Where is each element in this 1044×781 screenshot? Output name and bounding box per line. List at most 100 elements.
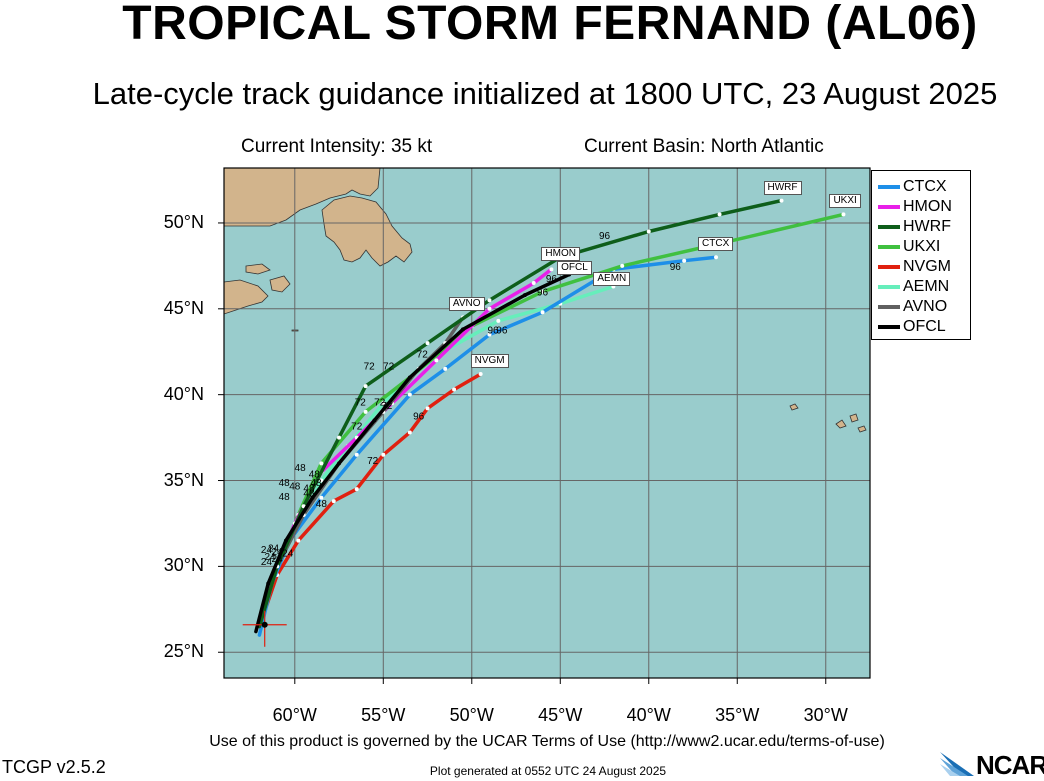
forecast-hour-label: 24	[261, 545, 273, 556]
forecast-hour-label: 48	[310, 478, 322, 489]
forecast-hour-label: 96	[537, 288, 549, 299]
forecast-hour-label: 96	[496, 325, 508, 336]
track-point-hwrf	[363, 384, 368, 389]
newfoundland-island	[321, 195, 413, 267]
lat-label: 50°N	[163, 211, 204, 232]
track-point-hwrf	[646, 229, 651, 234]
legend-item-nvgm: NVGM	[878, 257, 951, 277]
legend-label: OFCL	[903, 318, 946, 335]
lon-label: 50°W	[449, 705, 494, 725]
forecast-hour-label: 96	[487, 325, 499, 336]
track-point-ctcx	[407, 392, 412, 397]
forecast-hour-label: 96	[670, 262, 682, 273]
end-label-ctcx: CTCX	[698, 237, 734, 252]
lat-label: 25°N	[163, 641, 204, 662]
forecast-hour-label: 48	[289, 482, 301, 493]
model-legend: CTCX HMON HWRF UKXI NVGM AEMN AVNO OFCL	[871, 170, 971, 340]
track-point-ctcx	[682, 258, 687, 263]
legend-swatch	[878, 225, 900, 229]
lon-label: 40°W	[626, 705, 671, 725]
forecast-hour-label: 48	[295, 463, 307, 474]
legend-item-ctcx: CTCX	[878, 177, 947, 197]
forecast-hour-label: 48	[279, 478, 291, 489]
legend-item-ukxi: UKXI	[878, 237, 940, 257]
lat-label: 45°N	[163, 297, 204, 318]
cape-breton-island	[269, 275, 291, 293]
track-point-aemn	[381, 401, 386, 406]
forecast-hour-label: 96	[413, 411, 425, 422]
track-point-hmon	[549, 267, 554, 272]
end-label-ofcl: OFCL	[557, 261, 592, 276]
forecast-hour-label: 72	[374, 398, 386, 409]
track-point-nvgm	[296, 538, 301, 543]
end-label-nvgm: NVGM	[470, 354, 509, 369]
end-label-ukxi: UKXI	[829, 194, 861, 209]
forecast-hour-label: 24	[261, 557, 273, 568]
track-point-ctcx	[354, 452, 359, 457]
track-point-hwrf	[337, 435, 342, 440]
forecast-hour-label: 72	[381, 401, 393, 412]
forecast-hour-label: 72	[355, 398, 367, 409]
storm-center-marker	[242, 610, 287, 647]
version-label: TCGP v2.5.2	[2, 757, 106, 777]
track-point-ukxi	[363, 409, 368, 414]
track-point-aemn	[319, 478, 324, 483]
legend-swatch	[878, 185, 900, 189]
plot-frame	[223, 167, 871, 679]
forecast-hour-label: 24	[272, 547, 284, 558]
track-point-ctcx	[319, 495, 324, 500]
lat-label: 35°N	[163, 469, 204, 490]
forecast-hour-label: 96	[546, 274, 558, 285]
track-point-ofcl	[310, 495, 315, 500]
current-intensity-label: Current Intensity: 35 kt	[241, 136, 433, 157]
legend-item-hwrf: HWRF	[878, 217, 951, 237]
track-ofcl	[254, 272, 571, 634]
legend-label: HWRF	[903, 218, 951, 235]
track-nvgm	[257, 372, 483, 629]
track-point-ctcx	[487, 332, 492, 337]
forecast-hour-label: 48	[309, 470, 321, 481]
track-point-ofcl	[522, 293, 527, 298]
forecast-hour-label: 48	[316, 499, 328, 510]
track-point-nvgm	[407, 430, 412, 435]
lat-label: 30°N	[163, 555, 204, 576]
legend-swatch	[878, 325, 900, 329]
storm-center-point	[261, 621, 268, 628]
legend-swatch	[878, 205, 900, 209]
newfoundland-landmass	[224, 168, 381, 227]
legend-item-hmon: HMON	[878, 197, 952, 217]
track-point-ukxi	[841, 212, 846, 217]
track-point-nvgm	[425, 406, 430, 411]
track-point-ctcx	[714, 255, 719, 260]
track-point-ctcx	[540, 310, 545, 315]
legend-label: AEMN	[903, 278, 950, 295]
legend-label: HMON	[903, 198, 952, 215]
pei-island	[245, 263, 271, 275]
legend-label: NVGM	[903, 258, 951, 275]
forecast-hour-label: 24	[268, 543, 280, 554]
track-point-ofcl	[337, 461, 342, 466]
ncar-logo-text: NCAR	[976, 750, 1044, 780]
track-point-ofcl	[460, 327, 465, 332]
track-point-hmon	[487, 306, 492, 311]
track-point-ofcl	[372, 418, 377, 423]
track-point-nvgm	[381, 452, 386, 457]
legend-item-avno: AVNO	[878, 297, 947, 317]
lon-label: 35°W	[715, 705, 760, 725]
lon-label: 30°W	[803, 705, 848, 725]
end-label-hmon: HMON	[541, 247, 580, 262]
forecast-hour-label: 24	[272, 554, 284, 565]
land-masses	[224, 168, 867, 433]
track-point-hmon	[531, 281, 536, 286]
track-point-hwrf	[779, 198, 784, 203]
track-point-nvgm	[331, 499, 336, 504]
track-point-aemn	[496, 318, 501, 323]
forecast-hour-label: 96	[599, 231, 611, 242]
track-point-hmon	[434, 358, 439, 363]
track-point-hwrf	[717, 212, 722, 217]
forecast-hour-label: 72	[351, 422, 363, 433]
legend-swatch	[878, 285, 900, 289]
track-point-ofcl	[283, 538, 288, 543]
track-point-nvgm	[354, 487, 359, 492]
